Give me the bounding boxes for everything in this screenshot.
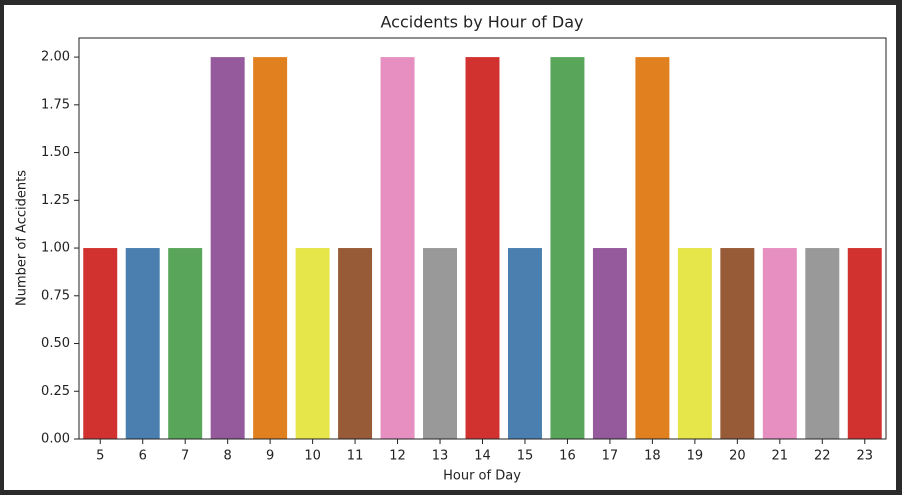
x-tick-label: 14 bbox=[474, 449, 491, 464]
x-tick-label: 5 bbox=[96, 449, 104, 464]
bar bbox=[295, 248, 330, 439]
y-tick-label: 0.25 bbox=[41, 384, 70, 399]
y-tick-label: 0.50 bbox=[41, 336, 70, 351]
x-tick-label: 6 bbox=[139, 449, 147, 464]
x-tick-label: 18 bbox=[644, 449, 661, 464]
x-tick-label: 8 bbox=[224, 449, 232, 464]
y-tick-label: 1.25 bbox=[41, 193, 70, 208]
x-tick-label: 22 bbox=[814, 449, 831, 464]
x-tick-label: 16 bbox=[559, 449, 576, 464]
bar bbox=[720, 248, 755, 439]
bar bbox=[805, 248, 840, 439]
y-tick-label: 0.00 bbox=[41, 432, 70, 447]
bar bbox=[168, 248, 203, 439]
bar bbox=[507, 248, 542, 439]
chart-title: Accidents by Hour of Day bbox=[381, 13, 584, 32]
y-tick-label: 1.75 bbox=[41, 97, 70, 112]
x-tick-label: 13 bbox=[432, 449, 449, 464]
x-tick-label: 10 bbox=[304, 449, 321, 464]
x-tick-label: 12 bbox=[389, 449, 406, 464]
bar bbox=[592, 248, 627, 439]
bar bbox=[210, 57, 245, 439]
x-tick-label: 17 bbox=[602, 449, 619, 464]
bar bbox=[423, 248, 458, 439]
bar bbox=[635, 57, 670, 439]
y-tick-label: 2.00 bbox=[41, 50, 70, 65]
bar bbox=[125, 248, 160, 439]
y-tick-label: 0.75 bbox=[41, 288, 70, 303]
bar bbox=[338, 248, 373, 439]
bar bbox=[677, 248, 712, 439]
x-tick-label: 20 bbox=[729, 449, 746, 464]
plot-frame bbox=[78, 37, 887, 440]
x-tick-label: 21 bbox=[772, 449, 789, 464]
x-tick-label: 7 bbox=[181, 449, 189, 464]
y-tick-label: 1.50 bbox=[41, 145, 70, 160]
y-tick-label: 1.00 bbox=[41, 241, 70, 256]
bar bbox=[253, 57, 288, 439]
bar bbox=[83, 248, 118, 439]
x-tick-label: 19 bbox=[687, 449, 704, 464]
x-tick-label: 23 bbox=[856, 449, 873, 464]
x-axis-label: Hour of Day bbox=[443, 469, 521, 484]
bar bbox=[847, 248, 882, 439]
bar bbox=[380, 57, 415, 439]
x-tick-label: 15 bbox=[517, 449, 534, 464]
bar bbox=[762, 248, 797, 439]
y-axis-label: Number of Accidents bbox=[15, 170, 30, 306]
bar bbox=[465, 57, 500, 439]
x-tick-label: 11 bbox=[347, 449, 364, 464]
x-tick-label: 9 bbox=[266, 449, 274, 464]
bar bbox=[550, 57, 585, 439]
